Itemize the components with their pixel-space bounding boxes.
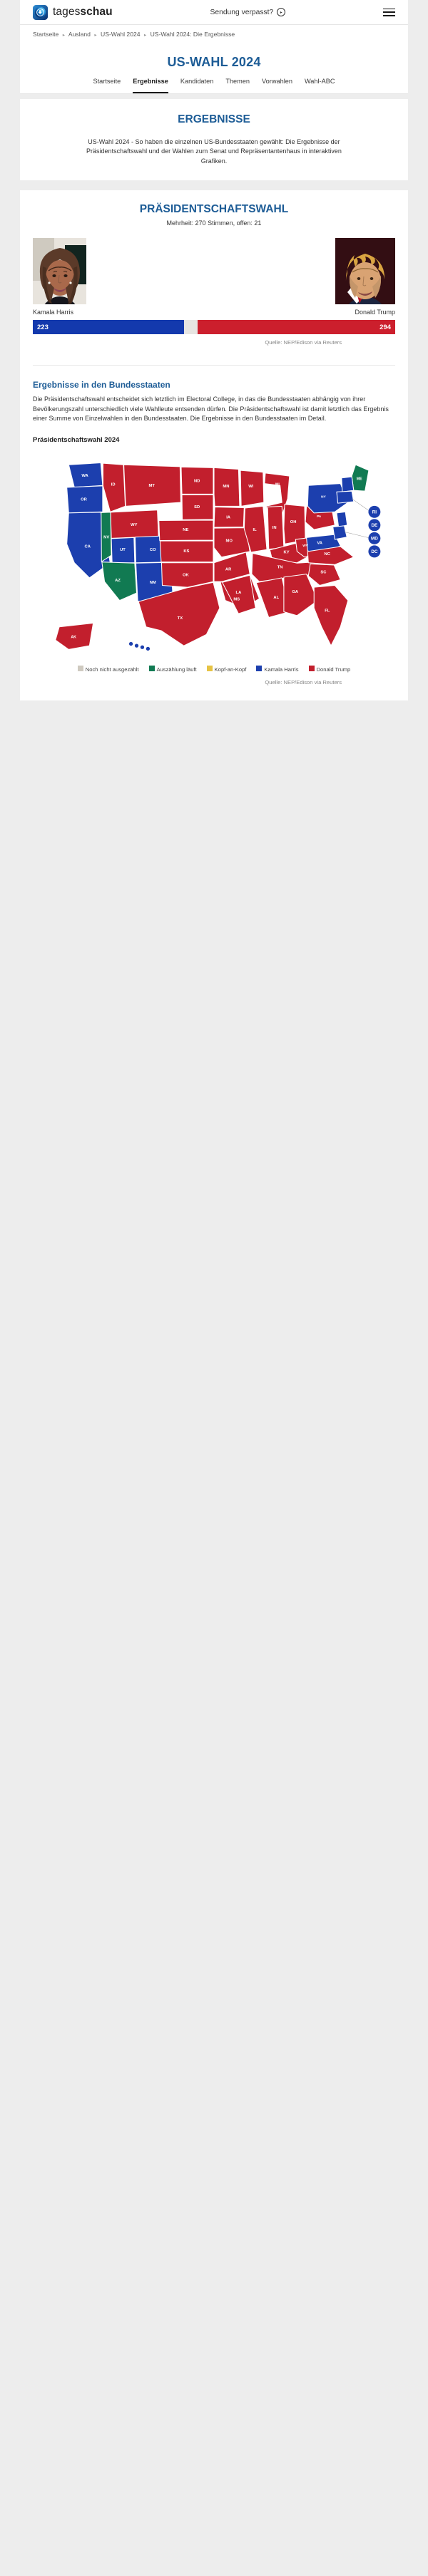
svg-text:KS: KS bbox=[183, 549, 189, 554]
svg-text:VA: VA bbox=[317, 542, 322, 546]
svg-text:WI: WI bbox=[248, 485, 253, 489]
svg-text:ND: ND bbox=[194, 480, 200, 484]
svg-text:FL: FL bbox=[325, 609, 330, 614]
svg-text:GA: GA bbox=[292, 591, 299, 595]
svg-text:MS: MS bbox=[233, 598, 240, 602]
svg-text:SC: SC bbox=[320, 571, 327, 575]
svg-text:IN: IN bbox=[272, 527, 277, 531]
svg-text:TN: TN bbox=[277, 566, 283, 570]
svg-text:WA: WA bbox=[81, 475, 88, 479]
svg-text:WY: WY bbox=[131, 523, 137, 527]
svg-text:LA: LA bbox=[236, 591, 243, 596]
svg-text:MN: MN bbox=[223, 485, 229, 489]
svg-text:AK: AK bbox=[71, 636, 76, 640]
svg-text:DE: DE bbox=[371, 523, 377, 528]
svg-text:RI: RI bbox=[372, 510, 377, 515]
svg-text:KY: KY bbox=[284, 551, 290, 555]
svg-text:NC: NC bbox=[325, 553, 331, 557]
svg-text:CO: CO bbox=[150, 548, 156, 552]
svg-text:AZ: AZ bbox=[115, 579, 121, 584]
svg-text:OK: OK bbox=[183, 574, 190, 578]
svg-text:OR: OR bbox=[81, 498, 88, 502]
svg-text:ME: ME bbox=[357, 477, 362, 482]
svg-text:IA: IA bbox=[226, 516, 231, 520]
svg-text:OH: OH bbox=[290, 521, 297, 525]
svg-text:WV: WV bbox=[302, 544, 308, 548]
svg-text:PA: PA bbox=[317, 515, 322, 519]
svg-text:TX: TX bbox=[178, 617, 183, 621]
svg-text:NM: NM bbox=[150, 581, 156, 585]
svg-text:ID: ID bbox=[111, 483, 116, 487]
svg-text:SD: SD bbox=[194, 505, 200, 509]
svg-text:MI: MI bbox=[275, 483, 280, 487]
svg-text:DC: DC bbox=[371, 549, 378, 554]
svg-text:NY: NY bbox=[321, 495, 326, 500]
svg-text:MD: MD bbox=[371, 537, 378, 542]
svg-text:NE: NE bbox=[183, 528, 188, 532]
svg-text:UT: UT bbox=[120, 548, 126, 552]
svg-text:AR: AR bbox=[225, 568, 232, 572]
svg-text:AL: AL bbox=[273, 596, 279, 600]
svg-text:CA: CA bbox=[85, 545, 91, 549]
svg-text:MO: MO bbox=[225, 539, 233, 544]
svg-text:MT: MT bbox=[148, 484, 155, 488]
svg-text:NV: NV bbox=[103, 536, 109, 540]
svg-text:IL: IL bbox=[253, 528, 258, 532]
